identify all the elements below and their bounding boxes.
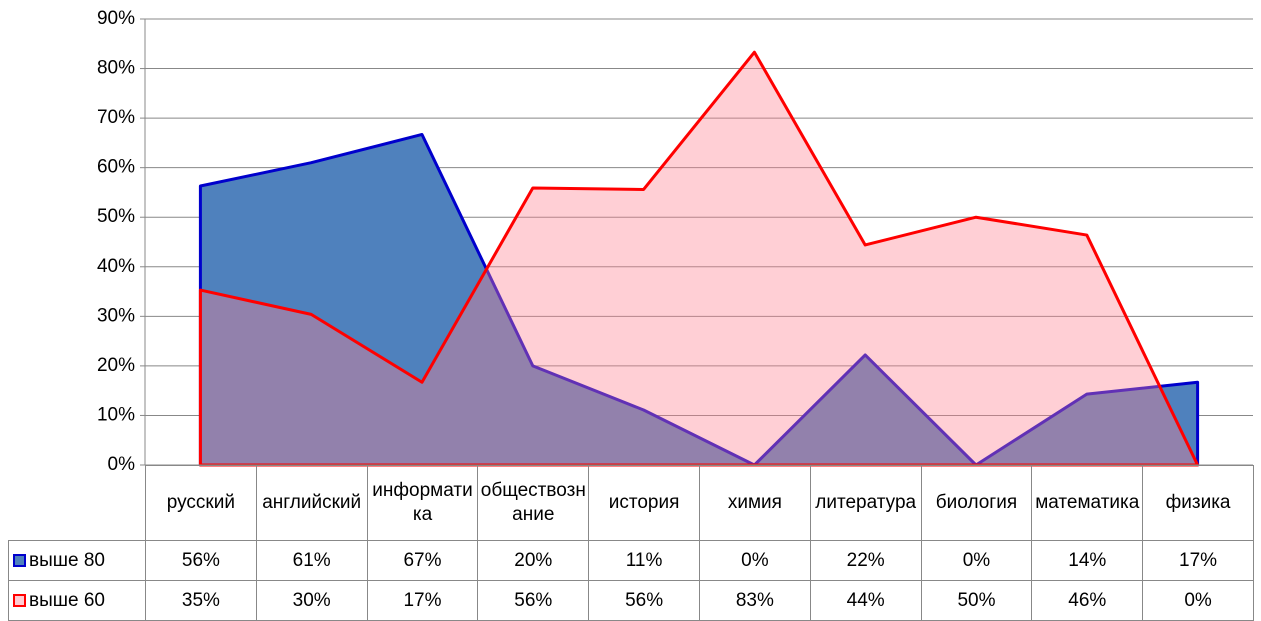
series-row: выше 80 56% 61% 67% 20% 11% 0% 22% 0% 14% 17% (8, 540, 1254, 581)
y-tick-label: 30% (97, 305, 135, 326)
category-label: информатика (366, 465, 479, 541)
category-label: русский (145, 465, 257, 541)
header-row: русский английский информатика обществознан… (8, 465, 1254, 541)
value-label: 56% (588, 580, 700, 621)
value-label: 56% (477, 580, 590, 621)
legend-entry: выше 60 (8, 580, 146, 621)
value-label: 61% (255, 540, 368, 581)
legend-label: выше 60 (29, 589, 105, 611)
y-tick-label: 40% (97, 256, 135, 277)
y-tick-label: 80% (97, 58, 135, 79)
category-label: физика (1142, 465, 1254, 541)
value-label: 22% (809, 540, 922, 581)
data-table: русский английский информатика обществознан… (8, 465, 1254, 621)
area (198, 50, 1200, 467)
y-tick-label: 10% (97, 404, 135, 425)
value-label: 20% (477, 540, 590, 581)
y-tick-label: 70% (97, 107, 135, 128)
category-label: биология (920, 465, 1033, 541)
category-label: обществознание (477, 465, 590, 541)
y-tick-label: 90% (97, 8, 135, 29)
legend-label: выше 80 (29, 549, 105, 571)
value-label: 14% (1031, 540, 1144, 581)
legend-entry: выше 80 (8, 540, 146, 581)
value-label: 35% (145, 580, 257, 621)
value-label: 44% (809, 580, 922, 621)
category-label: история (588, 465, 700, 541)
value-label: 56% (145, 540, 257, 581)
y-tick-label: 60% (97, 157, 135, 178)
value-label: 50% (920, 580, 1033, 621)
category-label: математика (1031, 465, 1144, 541)
value-label: 67% (366, 540, 479, 581)
value-label: 17% (1142, 540, 1254, 581)
category-label: литература (809, 465, 922, 541)
y-tick-label: 20% (97, 355, 135, 376)
value-label: 0% (1142, 580, 1254, 621)
value-label: 0% (698, 540, 811, 581)
value-label: 11% (588, 540, 700, 581)
value-label: 46% (1031, 580, 1144, 621)
corner (8, 465, 146, 541)
legend-key (13, 553, 26, 567)
value-label: 30% (255, 580, 368, 621)
legend-key (13, 593, 26, 607)
y-tick-label: 50% (97, 206, 135, 227)
value-label: 0% (920, 540, 1033, 581)
value-label: 17% (366, 580, 479, 621)
category-label: английский (255, 465, 368, 541)
series-row: выше 60 35% 30% 17% 56% 56% 83% 44% 50% 46% 0% (8, 580, 1254, 621)
category-label: химия (698, 465, 811, 541)
value-label: 83% (698, 580, 811, 621)
